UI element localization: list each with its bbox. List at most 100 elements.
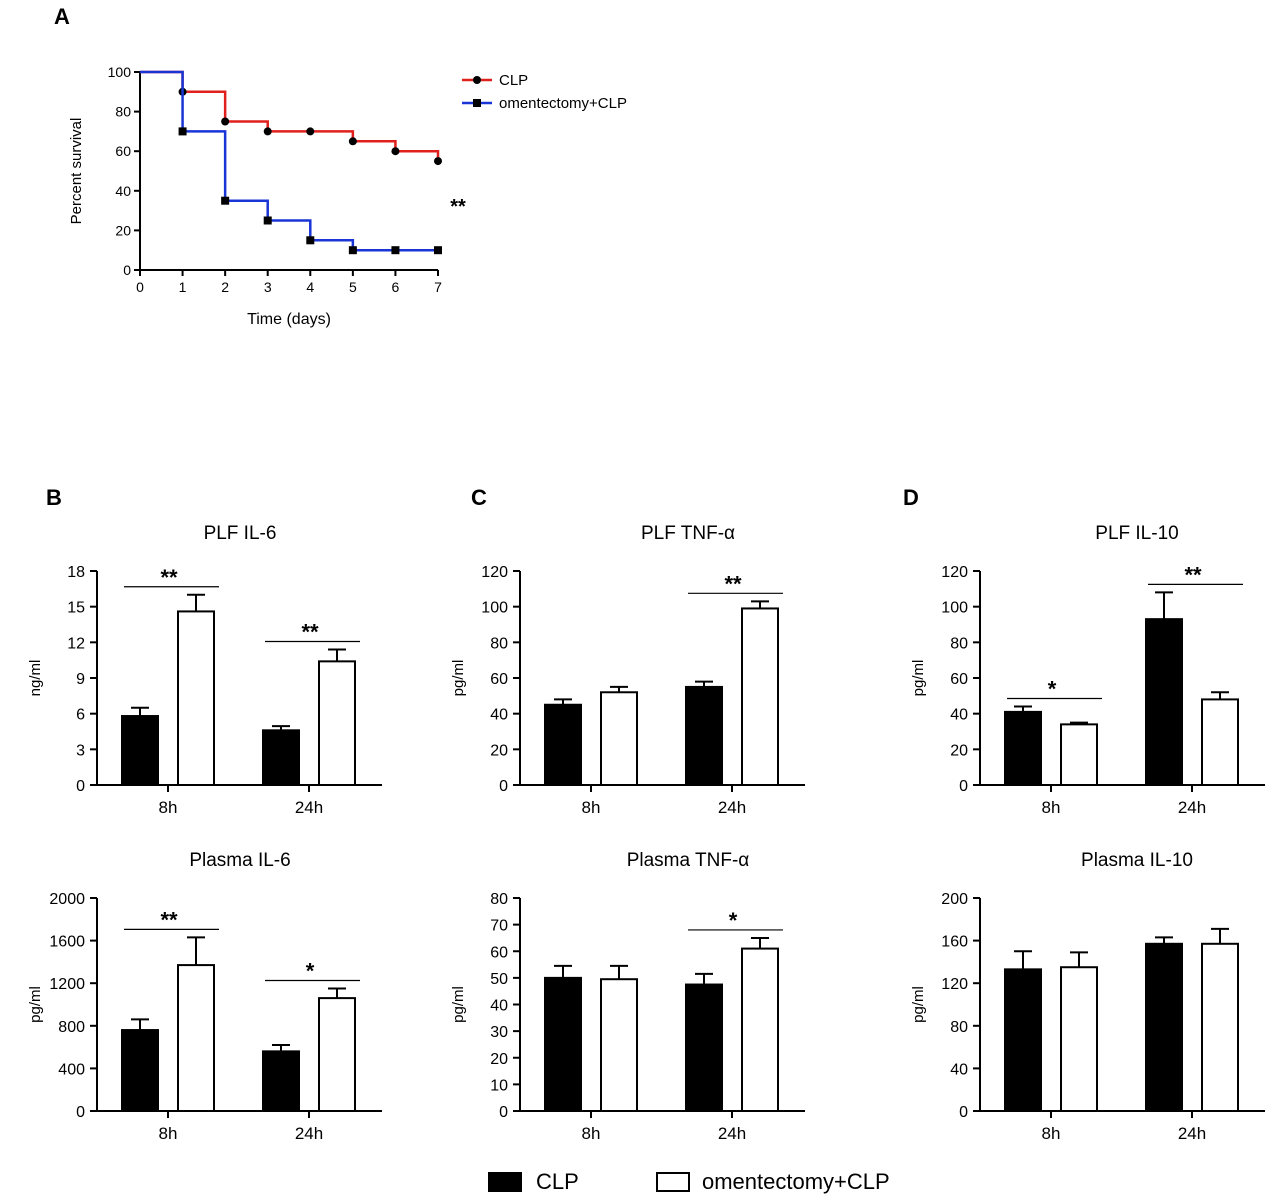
- significance-marker-p2: *: [1048, 677, 1057, 702]
- x-tick-label-a: 3: [264, 279, 272, 295]
- y-tick-label-a: 40: [115, 183, 131, 199]
- data-point-omentectomy: [391, 246, 400, 255]
- data-point-omentectomy: [221, 196, 230, 205]
- bar-clp-p2: [1004, 710, 1042, 787]
- y-tick-label-p4: 60: [490, 944, 508, 961]
- y-axis-label-p0: ng/ml: [27, 660, 44, 697]
- data-point-clp: [391, 147, 400, 156]
- significance-marker-a: **: [450, 196, 466, 218]
- x-tick-label-p1: 24h: [718, 798, 746, 817]
- significance-marker-p0: **: [301, 619, 319, 644]
- y-tick-label-p5: 40: [950, 1061, 968, 1078]
- y-tick-label-p0: 3: [76, 742, 85, 759]
- y-tick-label-p1: 80: [490, 635, 508, 652]
- data-point-clp: [434, 157, 442, 166]
- x-tick-label-a: 5: [349, 279, 357, 295]
- x-tick-label-p5: 24h: [1178, 1124, 1206, 1143]
- legend-label-a: CLP: [499, 72, 528, 89]
- panel-label-b: B: [46, 485, 62, 510]
- data-point-omentectomy: [306, 236, 315, 245]
- y-axis-label-p3: pg/ml: [27, 986, 44, 1023]
- y-tick-label-p3: 400: [58, 1061, 85, 1078]
- bar-clp-p3: [262, 1050, 300, 1112]
- bar-omentectomy-p1: [600, 691, 638, 786]
- y-tick-label-a: 60: [115, 143, 131, 159]
- y-tick-label-p4: 10: [490, 1077, 508, 1094]
- data-point-clp: [348, 137, 357, 146]
- bar-omentectomy-p2: [1201, 698, 1239, 787]
- y-tick-label-p1: 60: [490, 671, 508, 688]
- chart-title-p5: Plasma IL-10: [1081, 850, 1193, 871]
- y-tick-label-p2: 40: [950, 707, 968, 724]
- bar-clp-p1: [685, 685, 723, 787]
- bar-clp-p1: [544, 703, 582, 786]
- bar-omentectomy-p1: [741, 607, 779, 787]
- x-axis-label-a: Time (days): [247, 311, 331, 328]
- x-tick-label-p2: 24h: [1178, 798, 1206, 817]
- data-point-clp: [221, 117, 230, 126]
- data-point-omentectomy: [348, 246, 357, 255]
- y-tick-label-p2: 0: [959, 778, 968, 795]
- legend-label-omentectomy: omentectomy+CLP: [702, 1169, 890, 1194]
- y-axis-label-a: Percent survival: [68, 118, 85, 225]
- legend-marker-omentectomy: [473, 99, 481, 107]
- y-tick-label-p3: 1200: [49, 976, 85, 993]
- y-tick-label-p1: 0: [499, 778, 508, 795]
- y-tick-label-p4: 70: [490, 918, 508, 935]
- y-tick-label-p1: 100: [481, 600, 508, 617]
- bar-clp-p0: [121, 715, 159, 786]
- y-tick-label-p0: 12: [67, 635, 85, 652]
- y-tick-label-p1: 120: [481, 564, 508, 581]
- x-tick-label-p4: 8h: [582, 1124, 601, 1143]
- significance-marker-p4: *: [729, 908, 738, 933]
- y-tick-label-p2: 80: [950, 635, 968, 652]
- bar-clp-p5: [1004, 968, 1042, 1112]
- x-tick-label-a: 1: [179, 279, 187, 295]
- panel-label-c: C: [471, 485, 487, 510]
- y-axis-label-p4: pg/ml: [450, 986, 467, 1023]
- data-point-clp: [306, 127, 315, 136]
- y-axis-label-p5: pg/ml: [910, 986, 927, 1023]
- significance-marker-p3: **: [160, 907, 178, 932]
- data-point-omentectomy: [263, 216, 272, 225]
- x-tick-label-p0: 8h: [159, 798, 178, 817]
- y-tick-label-p5: 80: [950, 1019, 968, 1036]
- bar-clp-p4: [544, 976, 582, 1112]
- panel-label-d: D: [903, 485, 919, 510]
- y-tick-label-p2: 20: [950, 742, 968, 759]
- significance-marker-p2: **: [1184, 562, 1202, 587]
- y-tick-label-p0: 18: [67, 564, 85, 581]
- legend-label-clp: CLP: [536, 1169, 579, 1194]
- y-tick-label-p0: 0: [76, 778, 85, 795]
- bar-omentectomy-p5: [1060, 966, 1098, 1112]
- x-tick-label-a: 6: [392, 279, 400, 295]
- y-tick-label-p4: 40: [490, 998, 508, 1015]
- y-tick-label-p2: 120: [941, 564, 968, 581]
- bottom-legend: CLP omentectomy+CLP: [488, 1169, 948, 1200]
- x-tick-label-p3: 24h: [295, 1124, 323, 1143]
- data-point-clp: [263, 127, 272, 136]
- chart-title-p1: PLF TNF-α: [641, 523, 735, 544]
- legend-swatch-clp: [488, 1172, 522, 1192]
- y-tick-label-p3: 1600: [49, 934, 85, 951]
- y-tick-label-p4: 50: [490, 971, 508, 988]
- y-axis-label-p2: pg/ml: [910, 660, 927, 697]
- legend-marker-clp: [473, 76, 481, 84]
- legend-label-a: omentectomy+CLP: [499, 95, 627, 112]
- x-tick-label-p4: 24h: [718, 1124, 746, 1143]
- y-tick-label-a: 20: [115, 222, 131, 238]
- bar-clp-p2: [1145, 618, 1183, 787]
- bar-omentectomy-p4: [600, 978, 638, 1112]
- survival-line-clp: [140, 70, 440, 162]
- y-tick-label-p4: 20: [490, 1051, 508, 1068]
- y-tick-label-p3: 800: [58, 1019, 85, 1036]
- bar-clp-p0: [262, 729, 300, 786]
- bar-omentectomy-p5: [1201, 942, 1239, 1112]
- y-tick-label-p0: 15: [67, 600, 85, 617]
- y-tick-label-p4: 30: [490, 1024, 508, 1041]
- y-tick-label-p5: 0: [959, 1104, 968, 1121]
- legend-swatch-omentectomy: [656, 1172, 690, 1192]
- significance-marker-p1: **: [724, 571, 742, 596]
- chart-title-p2: PLF IL-10: [1095, 523, 1178, 544]
